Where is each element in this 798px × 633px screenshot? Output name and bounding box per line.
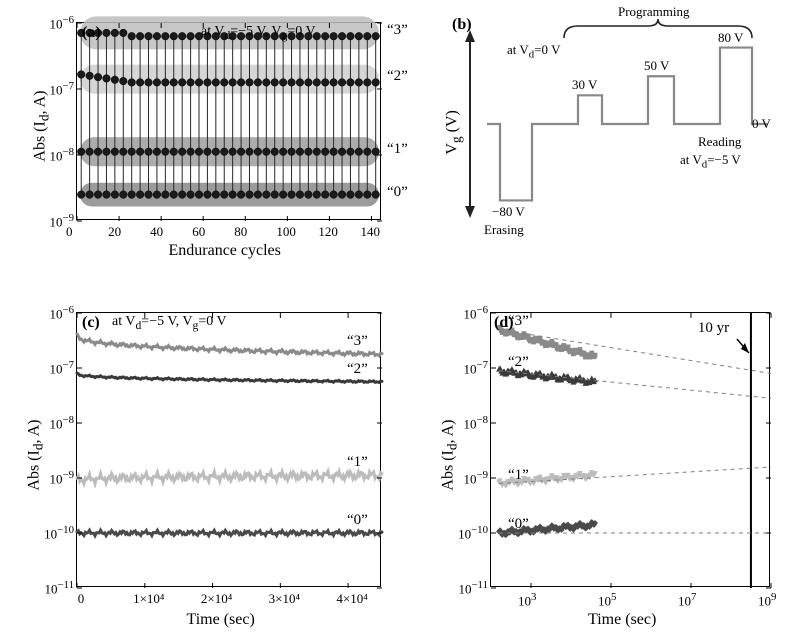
panel-d-ytick: 10−9 bbox=[444, 469, 488, 487]
panel-d-level-label: “3” bbox=[508, 313, 529, 330]
panel-d-ytick: 10−6 bbox=[444, 304, 488, 322]
panel-c-level-label: “3” bbox=[347, 333, 368, 350]
panel-a-condition: at Vd=−5 V, Vg=0 V bbox=[201, 24, 316, 42]
panel-d-xtick: 103 bbox=[518, 591, 536, 609]
panel-c-plot-box bbox=[76, 312, 381, 587]
panel-c-ytick: 10−10 bbox=[30, 524, 74, 542]
panel-c-xtick: 2×10⁴ bbox=[192, 591, 242, 607]
panel-c-svg bbox=[77, 313, 382, 588]
panel-c-xtick: 3×10⁴ bbox=[259, 591, 309, 607]
panel-a-tag: (a) bbox=[82, 24, 101, 42]
panel-c-xtick: 0 bbox=[56, 591, 106, 607]
panel-b-tag: (b) bbox=[452, 16, 472, 34]
panel-b-reading-label: Reading bbox=[698, 134, 741, 150]
panel-a-ytick: 10−7 bbox=[34, 80, 74, 98]
panel-b-vd0-label: at Vd=0 V bbox=[507, 42, 560, 61]
panel-d-xtick: 109 bbox=[758, 591, 776, 609]
panel-c-xtick: 1×10⁴ bbox=[124, 591, 174, 607]
panel-b-m80v-label: −80 V bbox=[492, 204, 525, 220]
panel-a-ytick: 10−8 bbox=[34, 146, 74, 164]
panel-a-xtick: 0 bbox=[66, 224, 73, 240]
panel-d-ytick: 10−11 bbox=[444, 579, 488, 597]
panel-a-level-label: “1” bbox=[387, 141, 408, 158]
panel-a-xtick: 20 bbox=[108, 224, 121, 240]
panel-c-ytick: 10−9 bbox=[30, 469, 74, 487]
panel-a-level-label: “0” bbox=[387, 184, 408, 201]
panel-b-50v-label: 50 V bbox=[644, 58, 669, 74]
panel-c-level-label: “1” bbox=[347, 454, 368, 471]
panel-b-reading-cond-label: at Vd=−5 V bbox=[680, 152, 741, 171]
panel-b-80v-label: 80 V bbox=[718, 30, 743, 46]
panel-c-ytick: 10−8 bbox=[30, 414, 74, 432]
panel-a-xtick: 60 bbox=[192, 224, 205, 240]
panel-a-level-label: “2” bbox=[387, 68, 408, 85]
panel-b-erasing-label: Erasing bbox=[484, 222, 524, 238]
panel-d-ytick: 10−7 bbox=[444, 359, 488, 377]
panel-d-level-label: “0” bbox=[508, 516, 529, 533]
panel-b-ylabel: Vg (V) bbox=[443, 95, 464, 155]
panel-b-0v-label: 0 V bbox=[752, 116, 771, 132]
panel-a-svg bbox=[77, 23, 382, 221]
panel-c-xlabel: Time (sec) bbox=[187, 611, 255, 629]
panel-d-xtick: 107 bbox=[678, 591, 696, 609]
panel-a-xtick: 120 bbox=[318, 224, 338, 240]
panel-a-ytick: 10−6 bbox=[34, 14, 74, 32]
panel-b-30v-label: 30 V bbox=[572, 77, 597, 93]
panel-d-xtick: 105 bbox=[598, 591, 616, 609]
panel-d-plot-box bbox=[490, 312, 770, 587]
panel-a-plot-box bbox=[76, 22, 381, 220]
panel-a-xtick: 100 bbox=[276, 224, 296, 240]
panel-c-level-label: “2” bbox=[347, 361, 368, 378]
panel-d-xlabel: Time (sec) bbox=[588, 611, 656, 629]
panel-b-programming-label: Programming bbox=[618, 4, 690, 20]
panel-c-level-label: “0” bbox=[347, 512, 368, 529]
panel-c-condition: at Vd=−5 V, Vg=0 V bbox=[112, 314, 227, 332]
panel-d-level-label: “1” bbox=[508, 467, 529, 484]
panel-d-tenyr-label: 10 yr bbox=[698, 320, 729, 337]
panel-d-svg bbox=[491, 313, 771, 588]
panel-a-xlabel: Endurance cycles bbox=[169, 242, 281, 260]
panel-d-ytick: 10−10 bbox=[444, 524, 488, 542]
panel-c-ytick: 10−6 bbox=[30, 304, 74, 322]
panel-a-level-label: “3” bbox=[387, 22, 408, 39]
panel-c-ytick: 10−7 bbox=[30, 359, 74, 377]
panel-c-xtick: 4×10⁴ bbox=[327, 591, 377, 607]
panel-a-xtick: 140 bbox=[360, 224, 380, 240]
panel-a-xtick: 40 bbox=[150, 224, 163, 240]
panel-c-tag: (c) bbox=[82, 314, 100, 332]
panel-d-level-label: “2” bbox=[508, 354, 529, 371]
figure-root: (a) Abs (Id, A) Endurance cycles at Vd=−… bbox=[0, 0, 798, 633]
panel-a-xtick: 80 bbox=[234, 224, 247, 240]
panel-d-ytick: 10−8 bbox=[444, 414, 488, 432]
